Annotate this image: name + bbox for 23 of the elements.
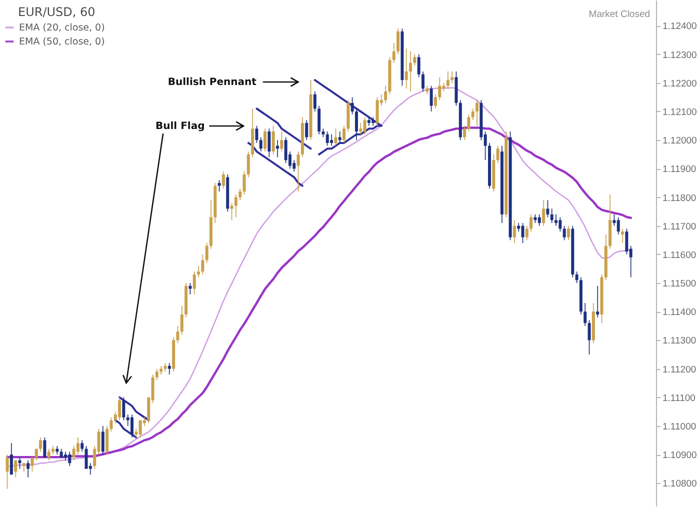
y-tick-label: 1.11900	[662, 164, 696, 176]
annotation: Bullish Pennant	[168, 77, 257, 88]
y-tick-label: 1.12200	[662, 78, 697, 90]
y-tick-label: 1.11000	[662, 421, 696, 432]
y-tick-label: 1.12100	[662, 106, 697, 118]
chart-title: EUR/USD, 60	[18, 5, 96, 19]
y-tick-label: 1.11200	[662, 364, 696, 376]
y-tick-label: 1.11300	[662, 336, 696, 347]
legend-label: EMA (50, close, 0)	[19, 36, 105, 48]
y-tick-label: 1.12400	[662, 21, 697, 32]
y-tick-label: 1.11100	[662, 392, 696, 404]
legend-label: EMA (20, close, 0)	[19, 22, 105, 34]
y-tick-label: 1.11800	[662, 192, 696, 204]
annotation: Bull Flag	[156, 121, 205, 132]
y-tick-label: 1.12300	[662, 50, 697, 61]
y-tick-label: 1.11700	[662, 221, 696, 232]
y-tick-label: 1.11500	[662, 278, 696, 290]
annotation: Market Closed	[588, 9, 650, 20]
y-tick-label: 1.11600	[662, 250, 696, 261]
y-tick-label: 1.11400	[662, 307, 696, 318]
y-tick-label: 1.12000	[662, 136, 697, 147]
y-tick-label: 1.10800	[662, 478, 697, 490]
y-tick-label: 1.10900	[662, 450, 697, 462]
